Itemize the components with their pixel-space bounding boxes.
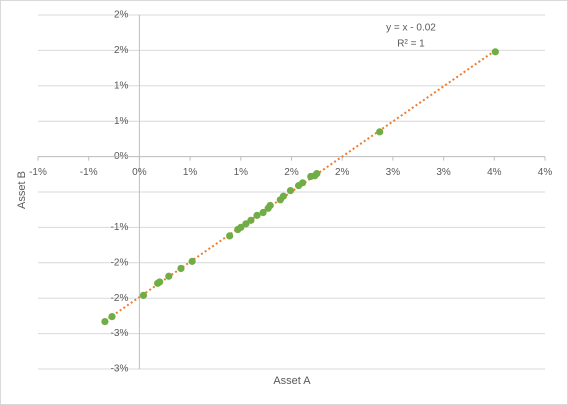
data-point: [313, 169, 321, 178]
x-tick-label: 2%: [284, 167, 299, 178]
trendline-r-squared: R² = 1: [397, 39, 425, 50]
data-point: [177, 264, 185, 273]
y-tick-label: 2%: [114, 10, 129, 21]
data-point: [299, 179, 307, 187]
data-point: [247, 216, 255, 224]
data-point: [139, 291, 148, 299]
x-tick-label: 2%: [335, 167, 350, 178]
trendline-equation: y = x - 0.02: [386, 23, 436, 34]
y-tick-label: 1%: [114, 80, 129, 91]
x-tick-label: 4%: [538, 167, 553, 178]
x-tick-label: 0%: [132, 167, 147, 178]
y-axis-title: Asset B: [16, 171, 28, 209]
y-tick-label: 1%: [114, 116, 129, 127]
data-point: [376, 128, 384, 136]
x-tick-label: 4%: [487, 167, 502, 178]
data-point: [237, 223, 245, 231]
data-point: [491, 48, 499, 56]
y-tick-label: 2%: [114, 45, 129, 56]
data-point: [165, 272, 173, 280]
y-tick-label: -2%: [111, 293, 129, 304]
x-tick-label: -1%: [29, 167, 47, 178]
x-tick-label: -1%: [80, 167, 98, 178]
data-point: [108, 313, 116, 321]
x-axis-title: Asset A: [273, 375, 311, 387]
x-tick-label: 1%: [183, 167, 198, 178]
data-point: [266, 201, 274, 210]
x-tick-label: 3%: [436, 167, 451, 178]
y-tick-label: -2%: [111, 257, 129, 268]
data-point: [101, 317, 109, 326]
data-point: [253, 211, 261, 219]
data-point: [242, 220, 250, 228]
data-point: [156, 278, 164, 286]
y-tick-label: -3%: [111, 328, 129, 339]
data-point: [279, 192, 287, 200]
x-tick-label: 3%: [386, 167, 401, 178]
data-point: [286, 186, 295, 195]
y-tick-label: -3%: [111, 364, 129, 375]
y-tick-label: -1%: [111, 222, 129, 233]
data-point: [226, 232, 234, 240]
data-point: [259, 208, 267, 217]
x-tick-label: 1%: [234, 167, 249, 178]
data-point: [188, 257, 196, 265]
